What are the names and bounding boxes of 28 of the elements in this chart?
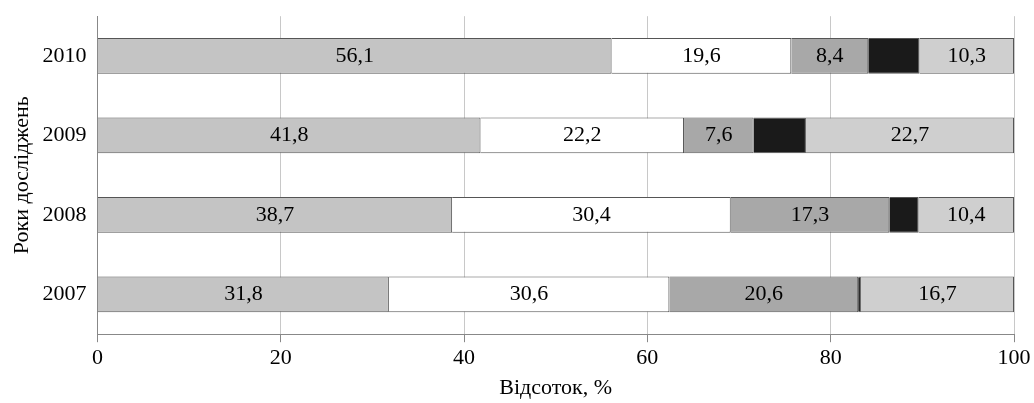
x-tick-label: 60 xyxy=(636,344,659,370)
x-axis-title: Відсоток, % xyxy=(499,373,613,399)
data-label: 30,6 xyxy=(509,280,549,306)
data-label: 19,6 xyxy=(682,41,721,67)
y-tick-label: 2009 xyxy=(42,121,87,147)
y-tick-label: 2010 xyxy=(42,41,87,67)
y-axis-title: Роки досліджень xyxy=(7,96,33,255)
data-label: 41,8 xyxy=(269,121,309,147)
data-label: 38,7 xyxy=(255,200,295,226)
data-label: 22,7 xyxy=(890,121,930,147)
x-tick-label: 100 xyxy=(997,344,1031,370)
data-label: 7,6 xyxy=(705,121,733,147)
x-tick-label: 40 xyxy=(453,344,476,370)
data-label: 20,6 xyxy=(744,280,784,306)
data-label: 31,8 xyxy=(224,280,263,306)
x-tick-label: 0 xyxy=(91,344,103,370)
data-label: 8,4 xyxy=(816,41,844,67)
data-label: 17,3 xyxy=(790,200,830,226)
data-label: 10,4 xyxy=(947,200,986,226)
y-tick-label: 2007 xyxy=(42,280,87,306)
y-tick-label: 2008 xyxy=(42,200,87,226)
data-label: 30,4 xyxy=(572,200,611,226)
data-label: 10,3 xyxy=(947,41,987,67)
x-tick-label: 80 xyxy=(819,344,842,370)
data-label: 16,7 xyxy=(918,280,957,306)
x-tick-label: 20 xyxy=(269,344,292,370)
data-label: 22,2 xyxy=(563,121,602,147)
data-label: 56,1 xyxy=(335,41,375,67)
